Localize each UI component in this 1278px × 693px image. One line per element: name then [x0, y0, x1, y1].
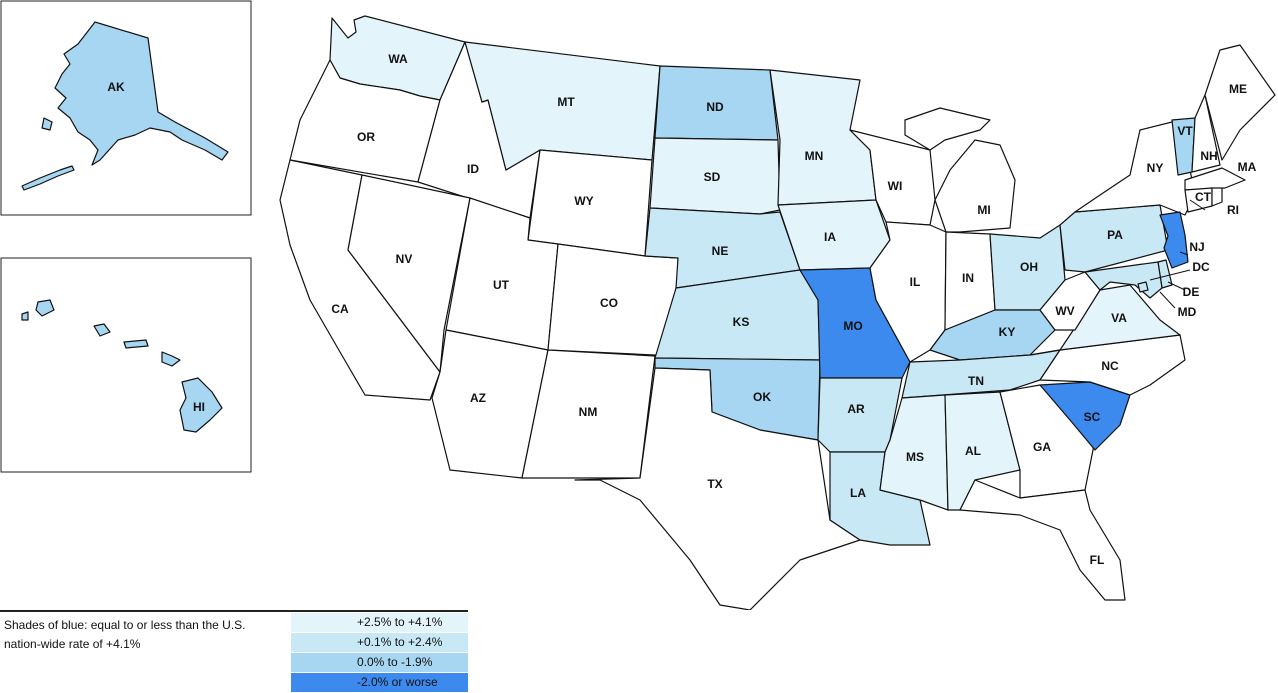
state-nj[interactable]	[1159, 211, 1189, 269]
state-sd[interactable]	[649, 137, 781, 215]
label-dc: DC	[1192, 260, 1210, 274]
label-ak: AK	[107, 80, 125, 94]
label-mi: MI	[977, 203, 990, 217]
label-la: LA	[850, 486, 866, 500]
legend-swatch	[291, 653, 468, 672]
label-ca: CA	[331, 302, 349, 316]
legend-label: +2.5% to +4.1%	[357, 615, 443, 629]
state-hi-kauai[interactable]	[35, 299, 55, 317]
label-sc: SC	[1084, 410, 1101, 424]
state-il[interactable]	[869, 221, 947, 363]
hawaii-inset-frame	[0, 257, 252, 473]
state-ri[interactable]	[1211, 187, 1223, 207]
legend-swatch	[291, 633, 468, 652]
label-or: OR	[357, 130, 375, 144]
label-tn: TN	[968, 374, 984, 388]
label-sd: SD	[704, 170, 721, 184]
state-dc[interactable]	[1137, 281, 1149, 293]
label-ct: CT	[1195, 190, 1212, 204]
label-ky: KY	[999, 325, 1016, 339]
state-hi-big[interactable]	[179, 377, 223, 433]
label-wv: WV	[1055, 304, 1074, 318]
state-va[interactable]	[1029, 284, 1181, 356]
label-il: IL	[910, 275, 921, 289]
state-mi-upper[interactable]	[904, 107, 991, 151]
label-ne: NE	[712, 244, 729, 258]
label-va: VA	[1111, 311, 1127, 325]
label-md: MD	[1178, 305, 1197, 319]
state-ak-chain[interactable]	[21, 165, 75, 191]
label-vt: VT	[1177, 124, 1193, 138]
label-ks: KS	[733, 315, 750, 329]
label-nc: NC	[1101, 359, 1119, 373]
us-state-map: AK HI WA OR CA ID NV MT WY UT CO AZ NM N…	[0, 0, 1276, 610]
legend-item: -2.0% or worse	[291, 673, 468, 692]
legend-item: +0.1% to +2.4%	[291, 633, 468, 652]
label-nm: NM	[579, 405, 598, 419]
label-me: ME	[1229, 82, 1247, 96]
label-mn: MN	[805, 149, 824, 163]
label-de: DE	[1183, 285, 1200, 299]
label-al: AL	[965, 444, 981, 458]
label-mo: MO	[843, 319, 862, 333]
label-mt: MT	[557, 95, 575, 109]
label-nv: NV	[396, 252, 413, 266]
state-hi-maui[interactable]	[161, 351, 181, 367]
state-hi-molokai[interactable]	[123, 339, 149, 349]
label-pa: PA	[1107, 228, 1123, 242]
legend-divider	[0, 610, 468, 612]
legend-description: Shades of blue: equal to or less than th…	[4, 618, 246, 651]
state-ak[interactable]	[54, 21, 229, 166]
label-ar: AR	[847, 402, 865, 416]
label-ut: UT	[493, 278, 510, 292]
label-nj: NJ	[1189, 240, 1204, 254]
state-mi[interactable]	[934, 139, 1016, 233]
state-nv[interactable]	[347, 174, 471, 373]
label-ga: GA	[1033, 440, 1051, 454]
label-nh: NH	[1200, 149, 1217, 163]
state-ak-island[interactable]	[41, 117, 53, 131]
nj-leader	[1179, 251, 1189, 256]
label-wa: WA	[388, 52, 408, 66]
state-nh[interactable]	[1191, 94, 1221, 173]
state-fl[interactable]	[959, 479, 1126, 601]
legend-swatch	[291, 673, 468, 692]
state-or[interactable]	[289, 59, 441, 183]
label-nd: ND	[706, 100, 724, 114]
label-ri: RI	[1227, 203, 1239, 217]
md-leader	[1159, 291, 1176, 309]
legend-item: +2.5% to +4.1%	[291, 613, 468, 632]
label-co: CO	[600, 296, 618, 310]
label-oh: OH	[1020, 260, 1038, 274]
legend-label: -2.0% or worse	[357, 675, 438, 689]
label-in: IN	[962, 271, 974, 285]
legend-item: 0.0% to -1.9%	[291, 653, 468, 672]
map-legend: Shades of blue: equal to or less than th…	[0, 610, 470, 693]
label-tx: TX	[707, 477, 722, 491]
label-wy: WY	[574, 194, 593, 208]
de-leader	[1167, 281, 1186, 291]
legend-label: 0.0% to -1.9%	[357, 655, 433, 669]
legend-label: +0.1% to +2.4%	[357, 635, 443, 649]
state-me[interactable]	[1204, 44, 1276, 161]
label-ny: NY	[1147, 161, 1164, 175]
label-fl: FL	[1090, 553, 1105, 567]
state-hi-niihau[interactable]	[21, 311, 29, 321]
label-ok: OK	[753, 390, 771, 404]
label-wi: WI	[888, 179, 903, 193]
label-id: ID	[467, 162, 479, 176]
state-hi-oahu[interactable]	[93, 323, 111, 337]
label-hi: HI	[193, 400, 205, 414]
label-ia: IA	[824, 230, 836, 244]
legend-swatch	[291, 613, 468, 632]
dc-leader	[1149, 269, 1191, 281]
label-ma: MA	[1238, 160, 1257, 174]
label-az: AZ	[470, 391, 486, 405]
state-tx[interactable]	[574, 367, 861, 610]
ri-leader	[1189, 199, 1206, 211]
label-ms: MS	[906, 450, 924, 464]
state-ma[interactable]	[1184, 167, 1246, 191]
